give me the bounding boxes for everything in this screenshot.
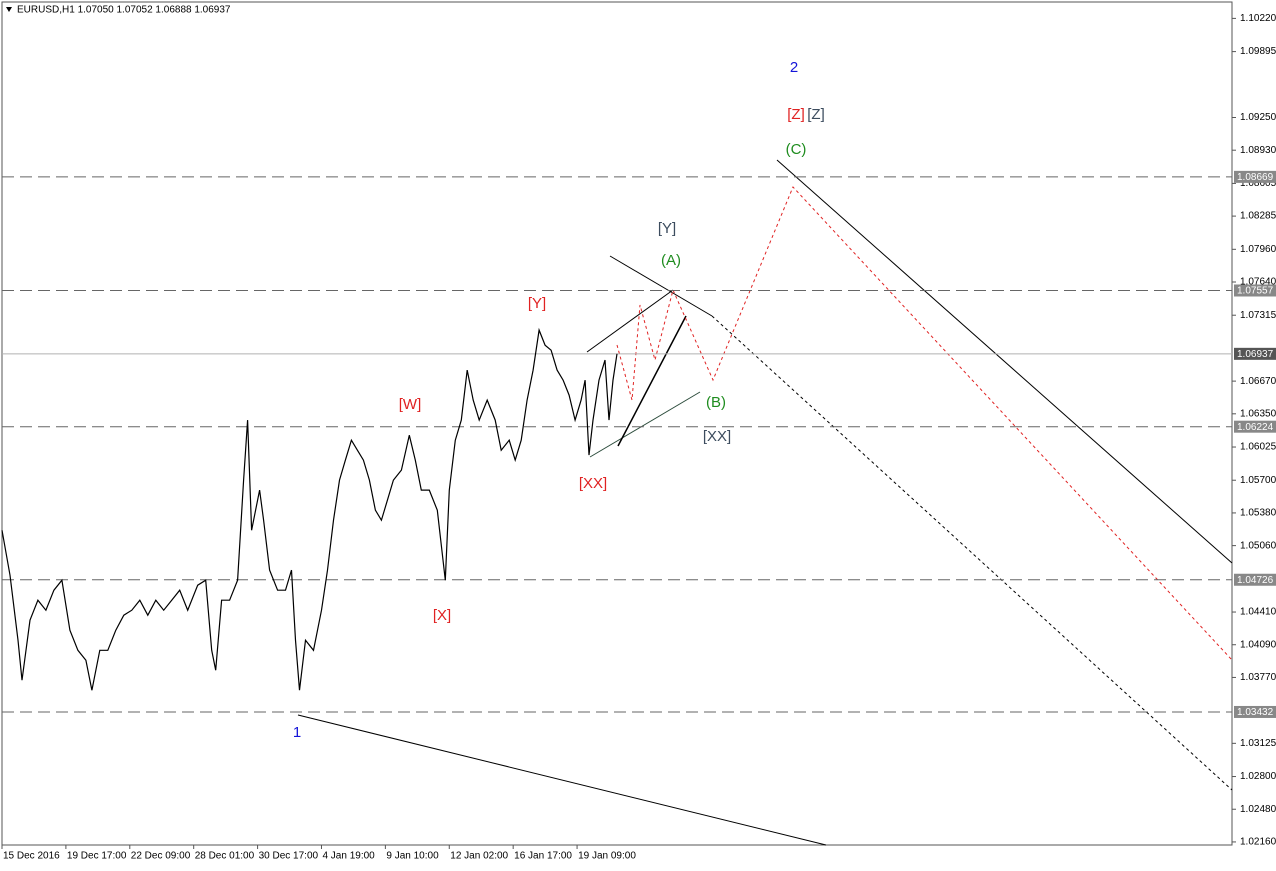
y-tick-label: 1.09250 (1240, 112, 1276, 123)
wave-label: 2 (790, 59, 798, 76)
level-box (1234, 170, 1276, 183)
wave-label: [Z] (787, 106, 805, 123)
y-tick-label: 1.08605 (1240, 178, 1276, 189)
x-tick-label: 16 Jan 17:00 (514, 851, 572, 862)
x-tick-label: 30 Dec 17:00 (259, 851, 319, 862)
wave-label: 1 (293, 724, 301, 741)
y-tick-label: 1.05380 (1240, 508, 1276, 519)
trend-line (609, 255, 713, 317)
y-tick-label: 1.03125 (1240, 738, 1276, 749)
y-tick-label: 1.07640 (1240, 277, 1276, 288)
level-label: 1.03432 (1237, 707, 1274, 718)
channel-line (586, 289, 674, 353)
wave-label: (C) (786, 141, 807, 158)
level-box (1234, 284, 1276, 297)
drawings (297, 159, 1233, 846)
wave-label: (A) (661, 252, 681, 269)
y-tick-label: 1.08285 (1240, 211, 1276, 222)
level-box (1234, 420, 1276, 433)
wave-label: [W] (399, 396, 422, 413)
menu-triangle (6, 7, 12, 12)
trend-line (297, 714, 827, 846)
y-tick-label: 1.04410 (1240, 607, 1276, 618)
y-tick-label: 1.05060 (1240, 540, 1276, 551)
x-tick-label: 19 Jan 09:00 (578, 851, 636, 862)
y-tick-label: 1.06670 (1240, 376, 1276, 387)
wave-label: [XX] (579, 475, 607, 492)
y-tick-label: 1.10220 (1240, 13, 1276, 24)
level-label: 1.06224 (1237, 422, 1274, 433)
y-tick-label: 1.02480 (1240, 804, 1276, 815)
level-box (1234, 347, 1276, 360)
plot-frame (1, 1, 1233, 846)
wave-label: [X] (433, 607, 451, 624)
x-tick-label: 15 Dec 2016 (3, 851, 60, 862)
y-tick-label: 1.03770 (1240, 672, 1276, 683)
channel-line (617, 315, 687, 447)
y-tick-label: 1.08930 (1240, 145, 1276, 156)
channel-line (589, 391, 701, 458)
wave-label: [Z] (807, 106, 825, 123)
x-tick-label: 9 Jan 10:00 (386, 851, 439, 862)
x-tick-label: 4 Jan 19:00 (322, 851, 375, 862)
chart-title: EURUSD,H1 1.07050 1.07052 1.06888 1.0693… (17, 5, 231, 16)
level-box (1234, 573, 1276, 586)
level-label: 1.08669 (1237, 172, 1274, 183)
x-tick-label: 22 Dec 09:00 (131, 851, 191, 862)
x-tick-label: 12 Jan 02:00 (450, 851, 508, 862)
level-label: 1.04726 (1237, 575, 1274, 586)
y-tick-label: 1.02800 (1240, 771, 1276, 782)
level-label: 1.06937 (1237, 349, 1274, 360)
trend-line (711, 315, 1233, 791)
y-tick-label: 1.06350 (1240, 408, 1276, 419)
x-tick-label: 19 Dec 17:00 (67, 851, 127, 862)
y-tick-label: 1.09895 (1240, 46, 1276, 57)
wave-label: [XX] (703, 428, 731, 445)
wave-label: (B) (706, 394, 726, 411)
level-box (1234, 705, 1276, 718)
y-tick-label: 1.05700 (1240, 475, 1276, 486)
y-tick-label: 1.06025 (1240, 442, 1276, 453)
wave-label: [Y] (658, 220, 676, 237)
y-tick-label: 1.04090 (1240, 639, 1276, 650)
projection-path (616, 186, 1233, 661)
x-tick-label: 28 Dec 01:00 (195, 851, 255, 862)
trend-line (776, 159, 1233, 564)
y-tick-label: 1.02160 (1240, 837, 1276, 848)
price-line (1, 327, 618, 691)
y-tick-label: 1.07315 (1240, 310, 1276, 321)
y-tick-label: 1.07960 (1240, 244, 1276, 255)
wave-label: [Y] (528, 295, 546, 312)
level-label: 1.07557 (1237, 286, 1274, 297)
